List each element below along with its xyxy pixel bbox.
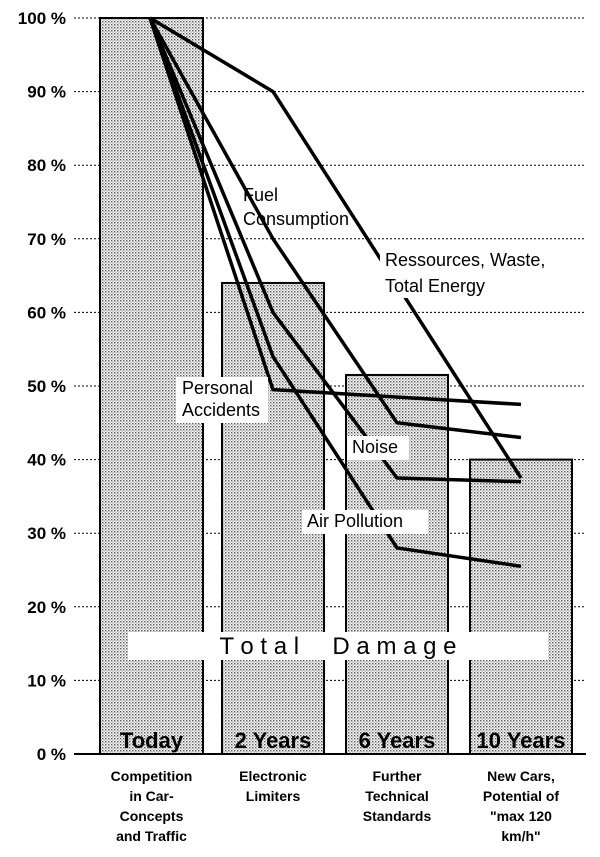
x-category-label: Competition (111, 768, 193, 784)
x-category-label: New Cars, (487, 768, 555, 784)
x-category-label: Further (373, 768, 423, 784)
bar-labels: Today 2 Years 6 Years 10 Years (120, 728, 566, 753)
y-tick-label: 30 % (27, 524, 66, 543)
series-line (149, 16, 523, 479)
air-pollution-annotation-text: Air Pollution (307, 511, 403, 531)
series-line (148, 17, 522, 440)
y-tick-label: 10 % (27, 671, 66, 690)
series-line (148, 17, 522, 407)
x-category-label: Standards (363, 808, 432, 824)
x-category-label: and Traffic (116, 828, 187, 844)
fuel-annotation-text: Fuel (243, 185, 278, 205)
total-damage-box (128, 632, 548, 660)
series-line (148, 17, 522, 569)
y-tick-label: 40 % (27, 451, 66, 470)
ressources-annotation: Ressources, Waste, Total Energy (380, 246, 580, 298)
noise-annotation-bg (347, 436, 409, 460)
series-lines (148, 16, 523, 569)
y-tick-label: 20 % (27, 598, 66, 617)
x-category-label: Electronic (239, 768, 307, 784)
accidents-annotation-text: Personal (182, 378, 253, 398)
x-category-label: Limiters (246, 788, 301, 804)
y-tick-label: 80 % (27, 156, 66, 175)
y-tick-label: 70 % (27, 230, 66, 249)
ressources-annotation-text: Ressources, Waste, (385, 250, 545, 270)
ressources-annotation-text: Total Energy (385, 276, 485, 296)
y-tick-label: 0 % (37, 745, 66, 764)
x-category-label: Potential of (483, 788, 560, 804)
y-tick-label: 60 % (27, 303, 66, 322)
annotations: Ressources, Waste, Total Energy Fuel Consum… (176, 185, 580, 534)
x-category-label: Technical (365, 788, 429, 804)
bars (99, 17, 573, 755)
bar-label: Today (120, 728, 184, 753)
fuel-annotation: Fuel Consumption (243, 185, 349, 229)
noise-annotation: Noise (347, 436, 409, 460)
total-damage-label: T o t a l D a m a g e (220, 633, 457, 660)
x-category-label: Concepts (120, 808, 184, 824)
y-tick-label: 50 % (27, 377, 66, 396)
fuel-annotation-text: Consumption (243, 209, 349, 229)
accidents-annotation-text: Accidents (182, 400, 260, 420)
y-tick-label: 90 % (27, 83, 66, 102)
bar-label: 10 Years (477, 728, 566, 753)
x-category-label: in Car- (129, 788, 174, 804)
x-axis-categories: Competition in Car- Concepts and Traffic Ele… (111, 768, 560, 844)
x-category-label: "max 120 (490, 808, 552, 824)
total-damage-banner: T o t a l D a m a g e (128, 632, 548, 660)
x-category-label: km/h" (501, 828, 540, 844)
air-pollution-annotation: Air Pollution (302, 510, 428, 534)
air-pollution-annotation-bg (302, 510, 428, 534)
ressources-annotation-bg (380, 246, 580, 298)
bar-label: 2 Years (235, 728, 312, 753)
bar (469, 458, 573, 755)
y-axis-ticks: 0 % 10 % 20 % 30 % 40 % 50 % 60 % 70 % 80 % 90 % 1… (18, 9, 66, 764)
bar-label: 6 Years (359, 728, 436, 753)
noise-annotation-text: Noise (352, 437, 398, 457)
series-line (148, 17, 522, 484)
y-tick-label: 100 % (18, 9, 66, 28)
accidents-annotation-bg (176, 377, 268, 423)
